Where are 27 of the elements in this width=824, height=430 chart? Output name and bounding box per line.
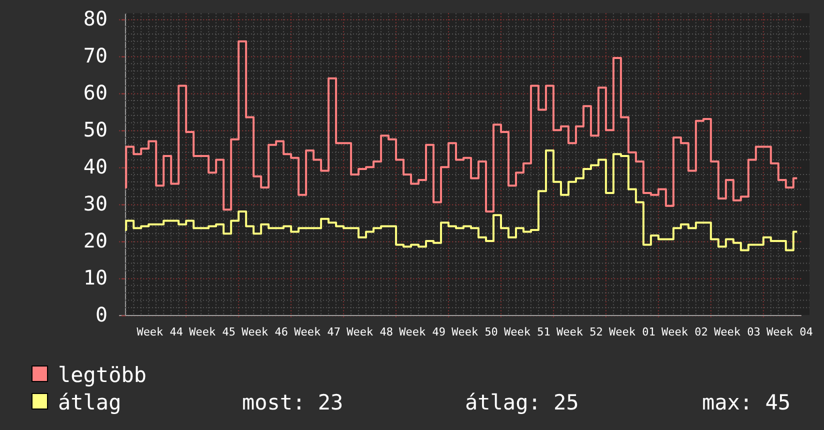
y-tick-label: 20 bbox=[83, 228, 108, 253]
y-tick-label: 30 bbox=[83, 192, 108, 216]
y-tick-label: 50 bbox=[83, 118, 108, 142]
x-tick-label: Week 47 bbox=[294, 326, 340, 338]
y-tick-label: 0 bbox=[95, 302, 108, 326]
text: átlag: 25 bbox=[465, 390, 579, 414]
x-tick-label: Week 45 bbox=[189, 326, 236, 338]
x-tick-label: Week 03 bbox=[714, 326, 760, 338]
text: most: 23 bbox=[242, 390, 344, 414]
x-tick-label: Week 02 bbox=[661, 326, 708, 338]
legend-label: átlag bbox=[58, 390, 122, 414]
x-tick-label: Week 44 bbox=[136, 326, 184, 338]
y-tick-label: 70 bbox=[83, 44, 108, 68]
y-tick-label: 60 bbox=[83, 80, 108, 105]
x-tick-label: Week 46 bbox=[242, 326, 288, 338]
y-tick-label: 40 bbox=[83, 154, 108, 179]
x-tick-label: Week 04 bbox=[766, 326, 814, 338]
y-tick-label: 80 bbox=[83, 6, 108, 31]
y-tick-label: 10 bbox=[83, 266, 108, 290]
text: max: 45 bbox=[702, 390, 791, 414]
x-tick-label: Week 48 bbox=[346, 326, 393, 338]
x-tick-label: Week 51 bbox=[504, 326, 550, 338]
legend-label: legtöbb bbox=[58, 363, 147, 387]
x-tick-label: Week 50 bbox=[452, 326, 498, 338]
x-tick-label: Week 49 bbox=[399, 326, 446, 338]
x-tick-label: Week 52 bbox=[556, 326, 603, 338]
x-tick-label: Week 01 bbox=[609, 326, 656, 338]
